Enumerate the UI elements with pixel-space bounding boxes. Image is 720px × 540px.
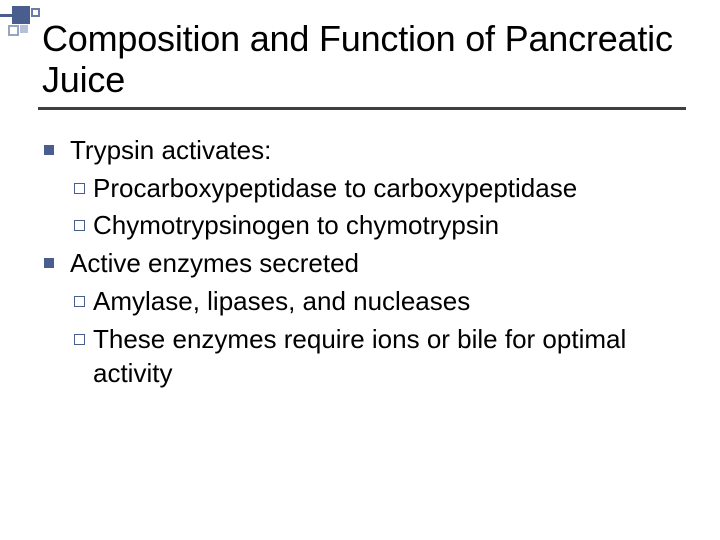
bullet-text: Trypsin activates:: [70, 134, 271, 168]
square-outline-bullet-icon: [74, 296, 85, 307]
deco-line: [0, 14, 12, 17]
bullet-level2: Chymotrypsinogen to chymotrypsin: [74, 209, 696, 243]
deco-square-outline-below: [8, 25, 19, 36]
bullet-level1: Active enzymes secreted: [44, 247, 696, 281]
bullet-text: Amylase, lipases, and nucleases: [93, 285, 470, 319]
square-bullet-icon: [44, 258, 54, 268]
slide-body: Trypsin activates: Procarboxypeptidase t…: [42, 134, 696, 391]
square-outline-bullet-icon: [74, 183, 85, 194]
bullet-level2: These enzymes require ions or bile for o…: [74, 323, 696, 391]
bullet-text: Chymotrypsinogen to chymotrypsin: [93, 209, 499, 243]
deco-square-outline-right: [31, 8, 40, 17]
square-outline-bullet-icon: [74, 334, 85, 345]
title-underline: [38, 107, 686, 110]
square-bullet-icon: [44, 145, 54, 155]
bullet-text: These enzymes require ions or bile for o…: [93, 323, 696, 391]
bullet-text: Procarboxypeptidase to carboxypeptidase: [93, 172, 577, 206]
deco-square-lightfill: [20, 25, 28, 33]
slide-title: Composition and Function of Pancreatic J…: [42, 18, 696, 101]
square-outline-bullet-icon: [74, 220, 85, 231]
bullet-level2: Amylase, lipases, and nucleases: [74, 285, 696, 319]
bullet-level1: Trypsin activates:: [44, 134, 696, 168]
deco-square-fill: [12, 6, 30, 24]
bullet-text: Active enzymes secreted: [70, 247, 359, 281]
bullet-level2: Procarboxypeptidase to carboxypeptidase: [74, 172, 696, 206]
slide-content: Composition and Function of Pancreatic J…: [42, 18, 696, 394]
